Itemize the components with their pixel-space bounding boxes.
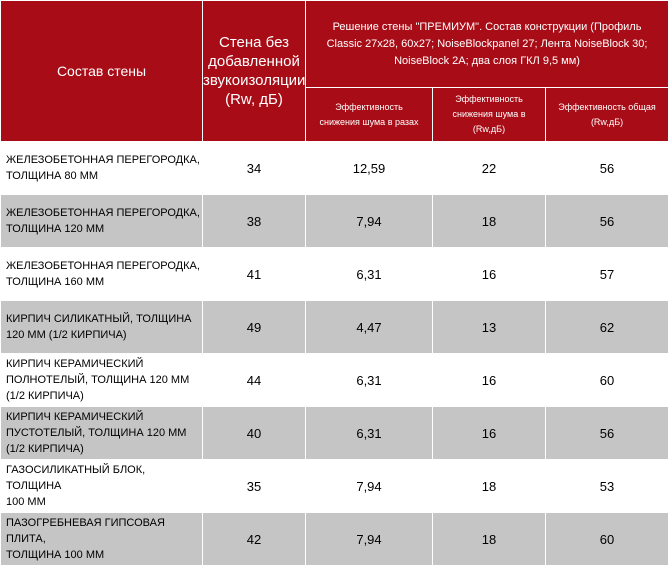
wall-name-line: ТОЛЩИНА bbox=[6, 480, 62, 492]
header-base-rw: Стена без добавленной звукоизоляции (Rw,… bbox=[202, 0, 306, 142]
eff-db-cell: 13 bbox=[432, 300, 546, 354]
header-base-line2: добавленной bbox=[208, 53, 300, 70]
header-base-line4: (Rw, дБ) bbox=[225, 91, 283, 108]
eff-db-cell: 18 bbox=[432, 459, 546, 513]
wall-name-cell: КИРПИЧ СИЛИКАТНЫЙ, ТОЛЩИНА 120 ММ (1/2 К… bbox=[0, 300, 203, 354]
header-eff-db-line2: снижения шума в bbox=[452, 109, 526, 119]
eff-times-cell: 12,59 bbox=[305, 141, 433, 195]
base-rw-cell: 42 bbox=[202, 512, 306, 566]
header-eff-times: Эффективность снижения шума в разах bbox=[305, 87, 433, 142]
wall-name-line: ЖЕЛЕЗОБЕТОННАЯ ПЕРЕГОРОДКА, bbox=[6, 154, 200, 166]
header-base-line3: звукоизоляции bbox=[203, 72, 306, 89]
header-eff-total-line1: Эффективность общая bbox=[558, 101, 656, 112]
header-group-line3: NoiseBlock 2А; два слоя ГКЛ 9,5 мм) bbox=[394, 54, 580, 67]
wall-name-line: ПАЗОГРЕБНЕВАЯ ГИПСОВАЯ ПЛИТА, bbox=[6, 517, 165, 545]
header-eff-db-line3: (Rw,дБ) bbox=[472, 124, 506, 134]
base-rw-cell: 49 bbox=[202, 300, 306, 354]
table-row: ПАЗОГРЕБНЕВАЯ ГИПСОВАЯ ПЛИТА, ТОЛЩИНА 10… bbox=[0, 512, 668, 566]
eff-times-cell: 7,94 bbox=[305, 194, 433, 248]
wall-name-line: (1/2 КИРПИЧА) bbox=[6, 443, 84, 455]
wall-name-line: ГАЗОСИЛИКАТНЫЙ БЛОК, bbox=[6, 464, 146, 476]
table-row: ЖЕЛЕЗОБЕТОННАЯ ПЕРЕГОРОДКА, ТОЛЩИНА 160 … bbox=[0, 247, 668, 301]
header-eff-times-line1: Эффективность bbox=[335, 101, 403, 112]
header-composition-label: Состав стены bbox=[56, 63, 147, 79]
wall-name-line: ЖЕЛЕЗОБЕТОННАЯ ПЕРЕГОРОДКА, bbox=[6, 260, 200, 272]
header-premium-solution: Решение стены "ПРЕМИУМ". Состав конструк… bbox=[304, 0, 668, 88]
eff-total-cell: 62 bbox=[544, 300, 668, 354]
eff-total-cell: 53 bbox=[544, 459, 668, 513]
header-composition: Состав стены bbox=[0, 0, 203, 142]
base-rw-cell: 41 bbox=[202, 247, 306, 301]
wall-name-line: 120 ММ (1/2 КИРПИЧА) bbox=[6, 329, 127, 341]
eff-total-cell: 60 bbox=[544, 512, 668, 566]
eff-total-cell: 56 bbox=[544, 194, 668, 248]
eff-times-cell: 7,94 bbox=[305, 512, 433, 566]
eff-times-cell: 6,31 bbox=[305, 247, 433, 301]
table-row: КИРПИЧ СИЛИКАТНЫЙ, ТОЛЩИНА 120 ММ (1/2 К… bbox=[0, 300, 668, 354]
header-eff-times-line2: снижения шума в разах bbox=[319, 116, 419, 127]
eff-db-cell: 16 bbox=[432, 353, 546, 407]
header-eff-db-line1: Эффективность bbox=[455, 94, 523, 104]
eff-db-cell: 16 bbox=[432, 247, 546, 301]
eff-times-cell: 4,47 bbox=[305, 300, 433, 354]
header-eff-total: Эффективность общая (Rw,дБ) bbox=[544, 87, 668, 142]
wall-name-line: КИРПИЧ КЕРАМИЧЕСКИЙ bbox=[6, 411, 144, 423]
wall-name-cell: ПАЗОГРЕБНЕВАЯ ГИПСОВАЯ ПЛИТА, ТОЛЩИНА 10… bbox=[0, 512, 203, 566]
wall-name-cell: ЖЕЛЕЗОБЕТОННАЯ ПЕРЕГОРОДКА, ТОЛЩИНА 120 … bbox=[0, 194, 203, 248]
wall-name-cell: ЖЕЛЕЗОБЕТОННАЯ ПЕРЕГОРОДКА, ТОЛЩИНА 80 М… bbox=[0, 141, 203, 195]
header-eff-total-line2: (Rw,дБ) bbox=[590, 116, 624, 127]
eff-db-cell: 22 bbox=[432, 141, 546, 195]
eff-db-cell: 18 bbox=[432, 194, 546, 248]
eff-times-cell: 6,31 bbox=[305, 353, 433, 407]
eff-total-cell: 60 bbox=[544, 353, 668, 407]
wall-name-line: КИРПИЧ КЕРАМИЧЕСКИЙ bbox=[6, 358, 144, 370]
header-eff-db: Эффективность снижения шума в (Rw,дБ) bbox=[432, 87, 546, 142]
wall-name-line: ПУСТОТЕЛЫЙ, ТОЛЩИНА 120 ММ bbox=[6, 427, 187, 439]
eff-total-cell: 57 bbox=[544, 247, 668, 301]
wall-name-cell: ЖЕЛЕЗОБЕТОННАЯ ПЕРЕГОРОДКА, ТОЛЩИНА 160 … bbox=[0, 247, 203, 301]
table-row: ЖЕЛЕЗОБЕТОННАЯ ПЕРЕГОРОДКА, ТОЛЩИНА 80 М… bbox=[0, 141, 668, 195]
eff-total-cell: 56 bbox=[544, 406, 668, 460]
wall-name-line: ТОЛЩИНА 120 ММ bbox=[6, 223, 105, 235]
base-rw-cell: 35 bbox=[202, 459, 306, 513]
wall-name-cell: КИРПИЧ КЕРАМИЧЕСКИЙ ПУСТОТЕЛЫЙ, ТОЛЩИНА … bbox=[0, 406, 203, 460]
wall-name-line: КИРПИЧ СИЛИКАТНЫЙ, ТОЛЩИНА bbox=[6, 313, 192, 325]
eff-times-cell: 7,94 bbox=[305, 459, 433, 513]
eff-db-cell: 16 bbox=[432, 406, 546, 460]
base-rw-cell: 34 bbox=[202, 141, 306, 195]
wall-name-line: 100 ММ bbox=[6, 496, 46, 508]
base-rw-cell: 40 bbox=[202, 406, 306, 460]
wall-name-line: ТОЛЩИНА 100 ММ bbox=[6, 549, 105, 561]
wall-name-cell: ГАЗОСИЛИКАТНЫЙ БЛОК, ТОЛЩИНА 100 ММ bbox=[0, 459, 203, 513]
wall-name-line: (1/2 КИРПИЧА) bbox=[6, 390, 84, 402]
eff-db-cell: 18 bbox=[432, 512, 546, 566]
wall-name-line: ТОЛЩИНА 80 ММ bbox=[6, 170, 99, 182]
header-group-line2: Classic 27х28, 60х27; NoiseBlockpanel 27… bbox=[326, 37, 648, 50]
table-row: КИРПИЧ КЕРАМИЧЕСКИЙ ПОЛНОТЕЛЫЙ, ТОЛЩИНА … bbox=[0, 353, 668, 407]
table-row: ЖЕЛЕЗОБЕТОННАЯ ПЕРЕГОРОДКА, ТОЛЩИНА 120 … bbox=[0, 194, 668, 248]
eff-total-cell: 56 bbox=[544, 141, 668, 195]
wall-name-line: ПОЛНОТЕЛЫЙ, ТОЛЩИНА 120 ММ bbox=[6, 374, 190, 386]
header-group-line1: Решение стены "ПРЕМИУМ". Состав конструк… bbox=[332, 20, 642, 33]
eff-times-cell: 6,31 bbox=[305, 406, 433, 460]
base-rw-cell: 44 bbox=[202, 353, 306, 407]
header-base-line1: Стена без bbox=[219, 34, 289, 51]
wall-name-cell: КИРПИЧ КЕРАМИЧЕСКИЙ ПОЛНОТЕЛЫЙ, ТОЛЩИНА … bbox=[0, 353, 203, 407]
table-row: ГАЗОСИЛИКАТНЫЙ БЛОК, ТОЛЩИНА 100 ММ 35 7… bbox=[0, 459, 668, 513]
table-row: КИРПИЧ КЕРАМИЧЕСКИЙ ПУСТОТЕЛЫЙ, ТОЛЩИНА … bbox=[0, 406, 668, 460]
wall-name-line: ТОЛЩИНА 160 ММ bbox=[6, 276, 105, 288]
base-rw-cell: 38 bbox=[202, 194, 306, 248]
wall-name-line: ЖЕЛЕЗОБЕТОННАЯ ПЕРЕГОРОДКА, bbox=[6, 207, 200, 219]
